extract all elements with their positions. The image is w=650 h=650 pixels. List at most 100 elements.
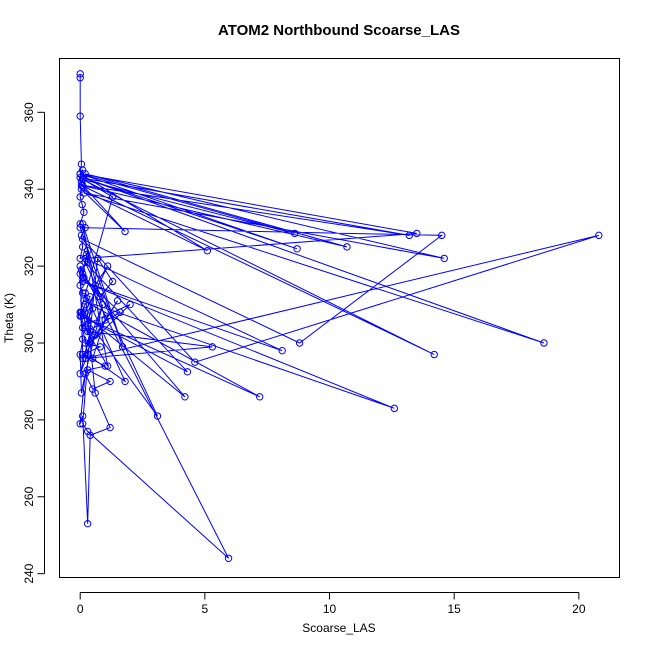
y-axis-label: Theta (K) — [2, 293, 16, 343]
data-point — [76, 70, 84, 78]
data-point — [81, 354, 89, 363]
data-point — [76, 112, 84, 120]
data-point — [83, 327, 92, 336]
data-point — [86, 431, 94, 439]
data-point — [256, 393, 264, 401]
data-point — [78, 323, 87, 332]
data-point — [113, 297, 122, 305]
data-point — [76, 270, 84, 278]
data-point — [81, 308, 89, 316]
data-point — [76, 350, 84, 359]
data-point — [83, 316, 92, 324]
data-point — [81, 223, 89, 232]
data-point — [76, 193, 84, 201]
data-point — [83, 247, 92, 255]
data-point — [78, 200, 86, 209]
data-point — [108, 193, 117, 201]
data-point — [76, 281, 84, 290]
data-point — [91, 281, 99, 290]
data-point — [77, 177, 86, 186]
data-point — [88, 304, 97, 313]
data-point — [76, 420, 84, 428]
data-point — [93, 254, 102, 263]
data-point — [96, 343, 104, 351]
data-point — [103, 362, 112, 370]
data-point — [78, 277, 87, 286]
data-point — [440, 254, 448, 263]
chart-title: ATOM2 Northbound Scoarse_LAS — [218, 22, 460, 39]
x-tick-label: 20 — [572, 602, 586, 616]
x-tick-label: 0 — [77, 602, 84, 616]
data-point — [76, 220, 84, 228]
x-tick-label: 15 — [448, 602, 462, 616]
data-point — [78, 166, 87, 174]
data-point — [77, 389, 86, 397]
data-point — [78, 273, 87, 282]
data-point — [76, 370, 84, 378]
y-tick-label: 340 — [22, 179, 36, 199]
data-point — [78, 270, 87, 278]
data-point — [101, 316, 109, 324]
data-point — [208, 343, 217, 351]
data-point — [106, 377, 114, 386]
data-point — [78, 412, 87, 420]
data-point — [78, 235, 87, 243]
y-tick-label: 300 — [22, 333, 36, 353]
y-tick-label: 320 — [22, 256, 36, 276]
data-point — [278, 346, 286, 355]
series-line — [79, 73, 599, 559]
data-point — [86, 339, 94, 347]
x-axis: 0 5 10 15 20 — [77, 592, 586, 616]
data-point — [81, 370, 89, 378]
data-point — [83, 258, 92, 266]
data-point — [80, 297, 88, 305]
data-point — [81, 323, 89, 332]
data-point — [293, 245, 301, 253]
y-tick-label: 260 — [22, 486, 36, 506]
data-point — [83, 320, 92, 328]
data-point — [83, 519, 92, 528]
data-point — [118, 343, 127, 351]
data-point — [183, 368, 192, 376]
data-point — [181, 393, 189, 401]
x-tick-label: 5 — [202, 602, 209, 616]
data-point — [80, 189, 88, 197]
data-point — [77, 308, 86, 316]
data-point — [78, 350, 87, 359]
data-point — [83, 366, 92, 374]
data-point — [153, 412, 162, 420]
x-axis-label: Scoarse_LAS — [302, 621, 375, 635]
data-point — [88, 354, 97, 363]
data-point — [78, 289, 87, 297]
data-point — [126, 300, 134, 309]
data-point — [76, 254, 84, 263]
plot-frame — [59, 58, 620, 578]
data-point — [78, 220, 87, 228]
data-point — [78, 335, 87, 343]
data-point — [86, 327, 94, 336]
data-point — [295, 339, 304, 347]
data-point — [76, 312, 84, 320]
data-point — [116, 308, 124, 316]
data-point — [405, 231, 414, 240]
data-point — [78, 420, 87, 428]
data-point — [78, 173, 87, 182]
data-point — [98, 300, 107, 309]
data-point — [390, 404, 399, 413]
data-point — [83, 427, 92, 436]
y-tick-label: 360 — [22, 102, 36, 122]
data-point — [78, 243, 87, 251]
data-point — [88, 385, 97, 393]
data-point — [80, 208, 88, 216]
data-point — [76, 262, 84, 270]
data-point — [77, 231, 86, 240]
data-point — [76, 170, 84, 178]
y-tick-label: 280 — [22, 410, 36, 430]
data-point — [96, 293, 104, 301]
data-point — [91, 389, 99, 397]
data-point — [76, 74, 84, 82]
data-point — [77, 266, 86, 274]
data-point — [343, 243, 351, 251]
data-point — [81, 289, 89, 297]
